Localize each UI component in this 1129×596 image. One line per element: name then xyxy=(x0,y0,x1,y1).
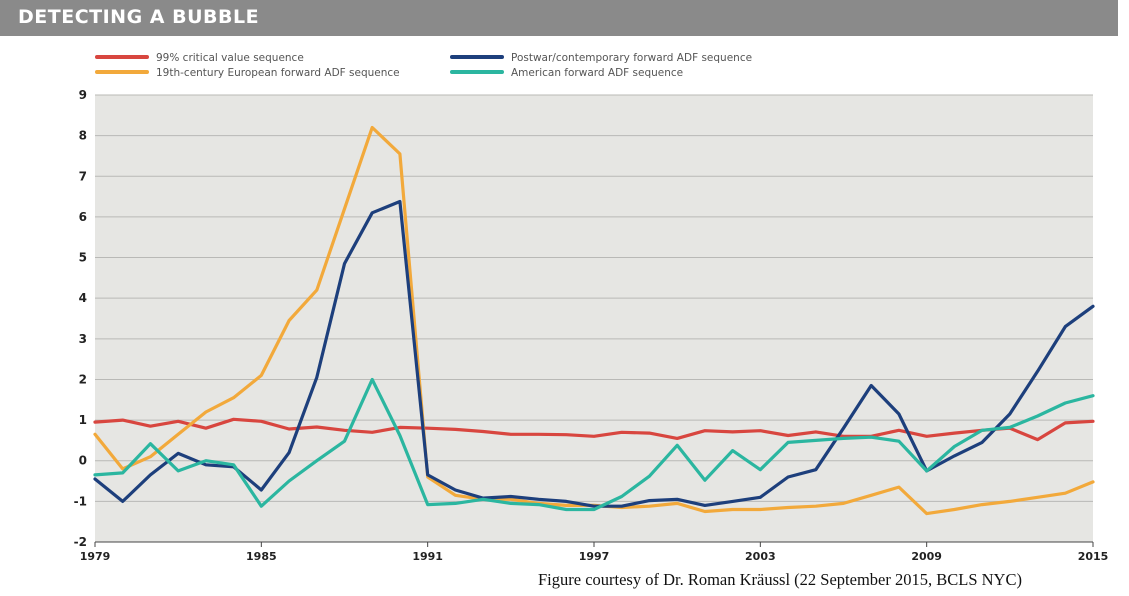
y-tick-label: -1 xyxy=(74,494,87,508)
x-tick-label: 2009 xyxy=(911,550,942,563)
title-bar: DETECTING A BUBBLE xyxy=(0,0,1118,36)
series-line-1 xyxy=(93,417,1095,442)
y-tick-label: 6 xyxy=(79,210,87,224)
y-tick-label: 5 xyxy=(79,251,87,265)
legend-label: 99% critical value sequence xyxy=(156,52,304,64)
legend-label: Postwar/contemporary forward ADF sequenc… xyxy=(511,52,752,64)
x-tick-label: 1997 xyxy=(579,550,610,563)
y-tick-label: 8 xyxy=(79,129,87,143)
x-tick-label: 2015 xyxy=(1078,550,1109,563)
y-tick-label: -2 xyxy=(74,535,87,549)
figure-caption: Figure courtesy of Dr. Roman Kräussl (22… xyxy=(538,570,1022,589)
line-chart: -2 -1 0 1 2 3 4 5 6 7 8 9 1979 1985 1991 1997 2003 2009 20… xyxy=(74,52,1109,563)
legend-label: American forward ADF sequence xyxy=(511,67,683,79)
y-tick-label: 0 xyxy=(79,454,87,468)
legend-label: 19th-century European forward ADF sequen… xyxy=(156,67,400,79)
y-tick-label: 9 xyxy=(79,88,87,102)
x-tick-label: 1979 xyxy=(80,550,111,563)
x-tick-label: 1985 xyxy=(246,550,277,563)
chart-title: DETECTING A BUBBLE xyxy=(18,6,260,28)
x-tick-label: 2003 xyxy=(745,550,776,563)
y-tick-label: 2 xyxy=(79,372,87,386)
x-tick-label: 1991 xyxy=(412,550,443,563)
y-tick-label: 4 xyxy=(79,291,87,305)
y-tick-label: 3 xyxy=(79,332,87,346)
series-line-4 xyxy=(93,377,1095,512)
y-tick-label: 1 xyxy=(79,413,87,427)
y-tick-label: 7 xyxy=(79,169,87,183)
